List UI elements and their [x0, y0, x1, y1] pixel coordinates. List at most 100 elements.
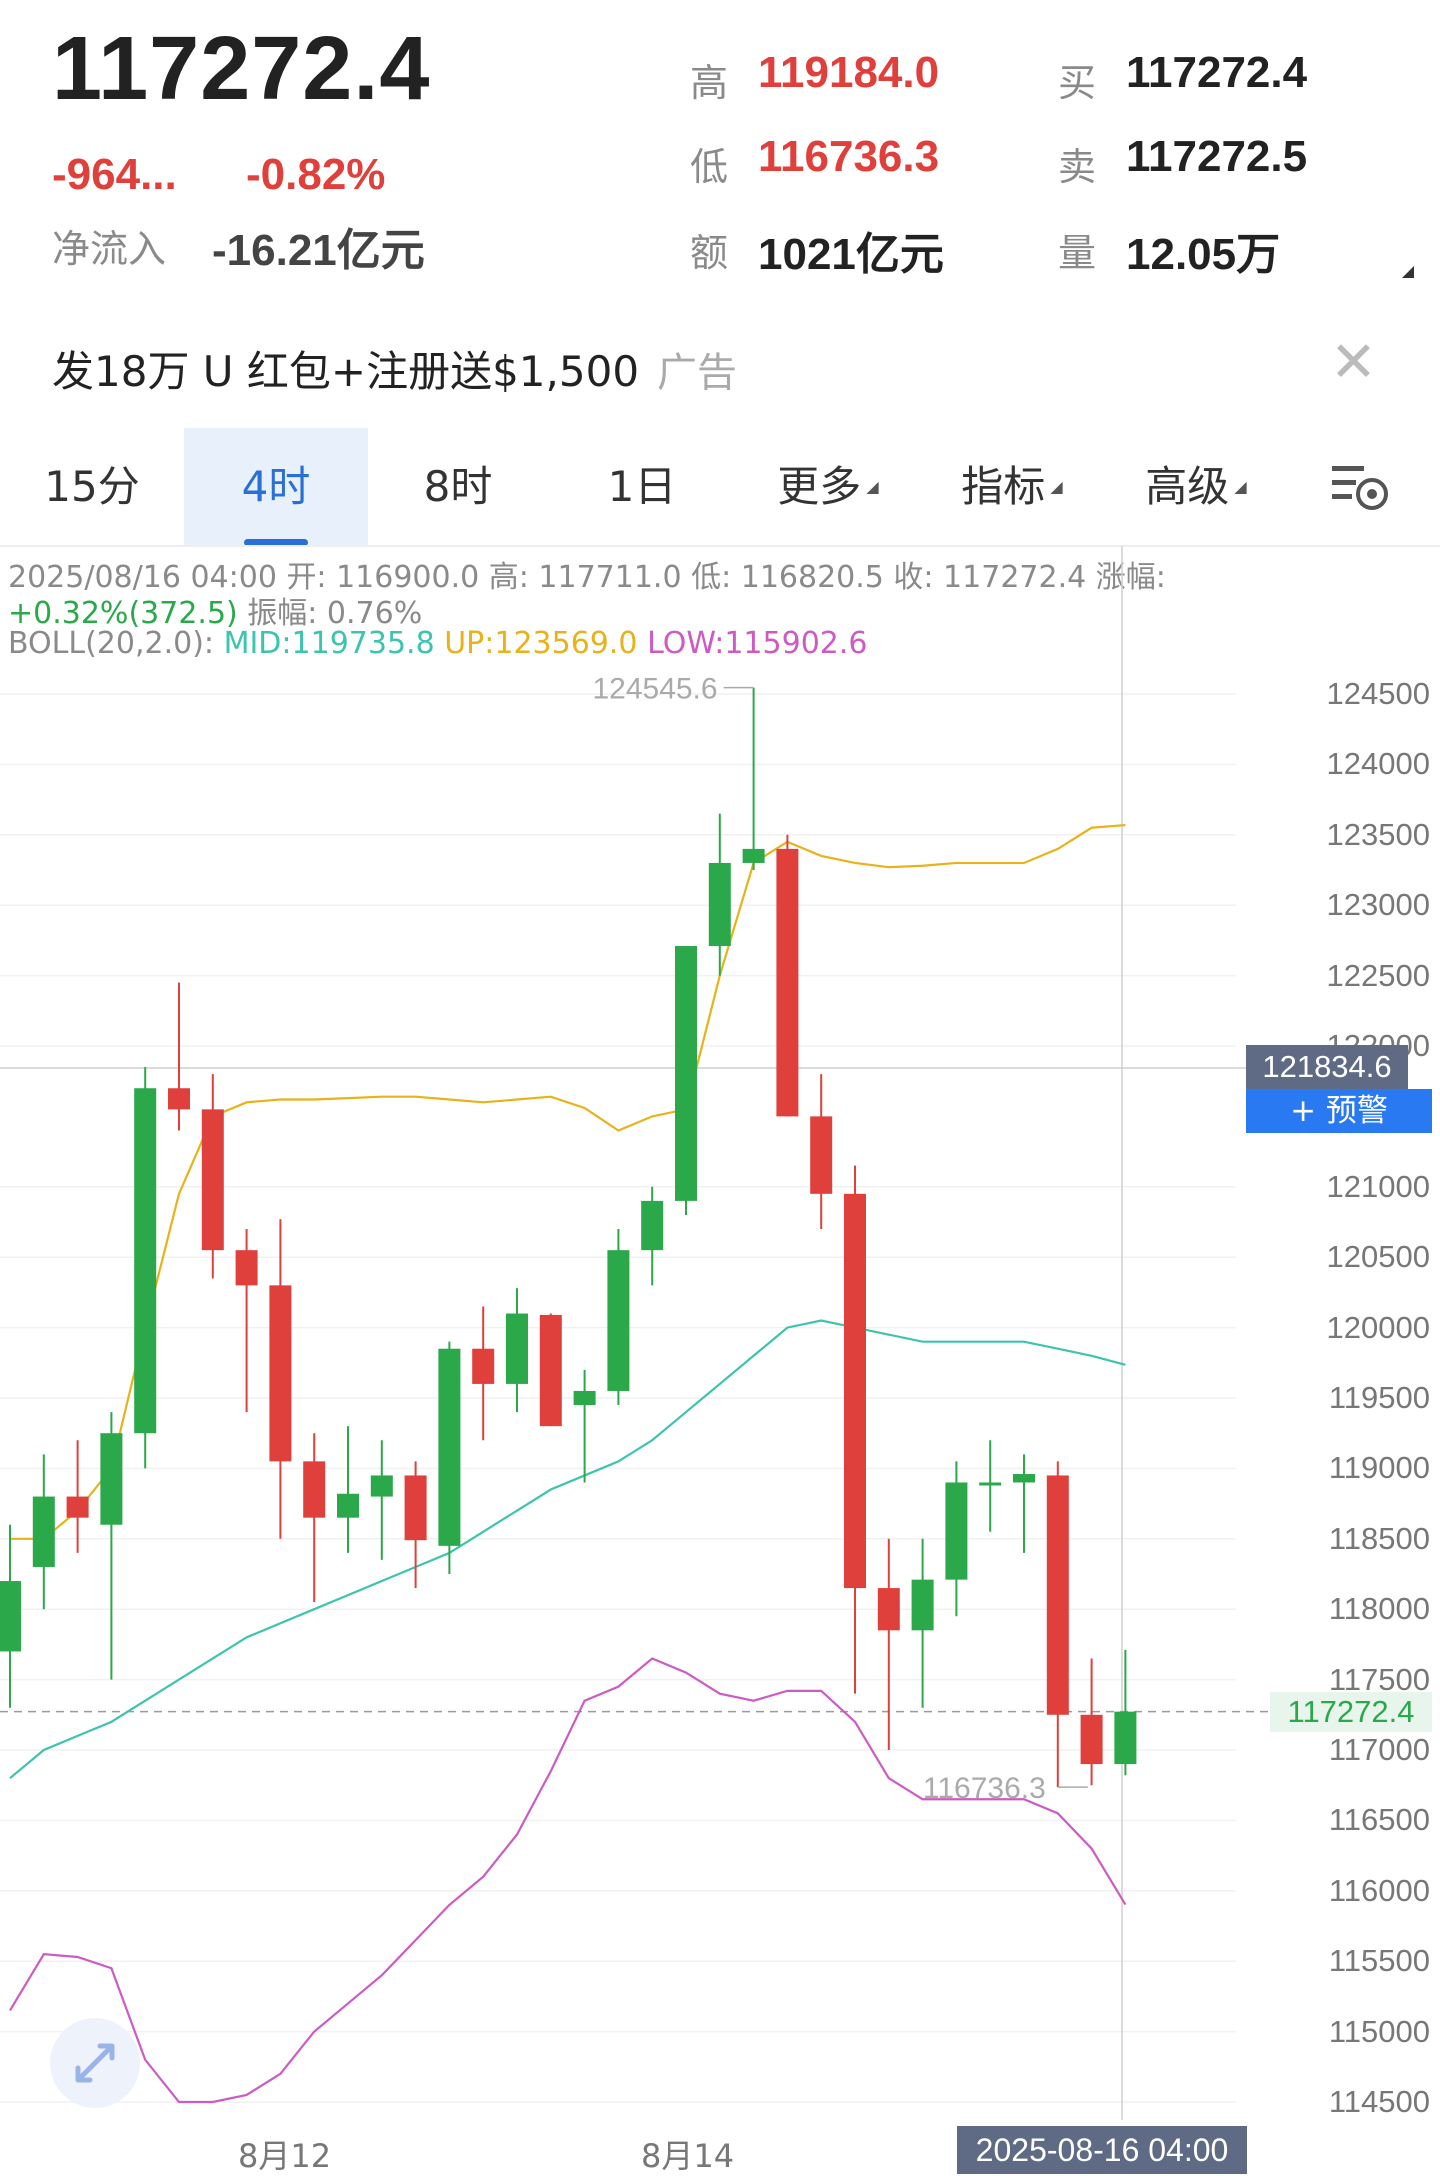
tab-2[interactable]: 8时: [366, 428, 550, 546]
y-tick-label: 119500: [1328, 1380, 1430, 1415]
dropdown-icon: ◢: [861, 477, 879, 496]
tab-label: 15分: [44, 462, 140, 511]
tab-label: 1日: [607, 462, 677, 511]
candle-body: [675, 946, 697, 1201]
candle-body: [201, 1109, 224, 1251]
y-tick-label: 120000: [1326, 1309, 1430, 1345]
ad-tag: 广告: [657, 350, 738, 396]
y-tick-label: 118000: [1328, 1591, 1430, 1627]
last-price: 117272.4: [52, 19, 431, 119]
candle-body: [66, 1496, 89, 1518]
candle-body: [438, 1348, 461, 1546]
y-tick-label: 121000: [1326, 1168, 1430, 1204]
stat-label: 买: [1058, 61, 1097, 105]
candle-body: [1013, 1474, 1035, 1483]
min-price-label: 116736.3: [923, 1772, 1046, 1805]
boll-mid-line: [9, 1319, 1126, 1780]
price-change-pct: -0.82%: [246, 150, 386, 199]
tab-label: 更多: [777, 462, 862, 511]
y-tick-label: 114500: [1328, 2084, 1430, 2119]
tab-1[interactable]: 4时: [184, 428, 368, 546]
stat-value: 116736.3: [758, 132, 940, 181]
candle-body: [641, 1200, 664, 1251]
candle-body: [1114, 1711, 1137, 1765]
stat-value: 117272.5: [1126, 132, 1308, 181]
boll-label: BOLL(20,2.0):: [8, 626, 224, 661]
candle-body: [877, 1588, 900, 1631]
stat-value: 117272.4: [1126, 48, 1308, 97]
y-tick-label: 117000: [1328, 1732, 1430, 1767]
y-tick-label: 120500: [1326, 1239, 1430, 1275]
y-tick-label: 117500: [1328, 1661, 1430, 1697]
tab-5[interactable]: 指标 ◢: [920, 428, 1104, 546]
stat-label: 卖: [1058, 145, 1097, 189]
candle-body: [607, 1250, 630, 1391]
ad-text: 发18万 U 红包+注册送$1,500: [52, 347, 640, 396]
tab-6[interactable]: 高级 ◢: [1104, 428, 1288, 546]
candle-body: [539, 1314, 562, 1427]
tab-label: 指标: [961, 462, 1046, 511]
candle-body: [168, 1088, 190, 1110]
dropdown-icon: ◢: [1229, 477, 1247, 496]
close-icon[interactable]: ✕: [1330, 330, 1377, 395]
tab-0[interactable]: 15分: [0, 428, 184, 546]
y-tick-label: 115000: [1328, 2013, 1430, 2049]
candle-body: [945, 1482, 968, 1580]
ad-banner[interactable]: 发18万 U 红包+注册送$1,500 广告: [52, 338, 737, 399]
y-tick-label: 123500: [1326, 816, 1430, 852]
boll-info: BOLL(20,2.0): MID:119735.8 UP:123569.0 L…: [8, 626, 868, 661]
stat-label: 高: [690, 61, 729, 105]
tab-3[interactable]: 1日: [550, 428, 734, 546]
max-price-label: 124545.6: [592, 673, 717, 706]
stat-label: 量: [1058, 231, 1097, 275]
tab-4[interactable]: 更多 ◢: [736, 428, 920, 546]
tab-label: 高级: [1145, 462, 1230, 511]
expand-corner-icon[interactable]: [1402, 266, 1414, 278]
candle-body: [708, 862, 731, 947]
candle-body: [742, 848, 765, 863]
x-label-aug12: 8月12: [238, 2137, 332, 2175]
candle-body: [32, 1496, 55, 1567]
candle-body: [911, 1579, 934, 1631]
y-tick-label: 118500: [1328, 1520, 1430, 1556]
change-pct-info: +0.32%(372.5): [8, 596, 238, 631]
candle-body: [235, 1250, 258, 1286]
stat-label: 低: [690, 145, 729, 189]
x-label-aug14: 8月14: [641, 2137, 735, 2175]
y-tick-label: 116000: [1328, 1872, 1430, 1908]
y-tick-label: 122500: [1326, 957, 1430, 993]
candle-body: [134, 1088, 157, 1434]
candle-body: [0, 1581, 21, 1652]
chart-settings-icon[interactable]: [1330, 462, 1392, 514]
candle-body: [573, 1390, 596, 1406]
y-tick-label: 124000: [1326, 746, 1430, 782]
candle-body: [506, 1313, 528, 1384]
candle-body: [810, 1116, 833, 1194]
boll-mid: MID:119735.8: [223, 626, 435, 661]
stat-value: 119184.0: [758, 48, 940, 97]
boll-lower-line: [9, 1657, 1127, 2104]
candle-body: [472, 1348, 495, 1384]
candle-body: [269, 1285, 292, 1462]
amplitude-info: 振幅: 0.76%: [237, 596, 423, 631]
stat-value: 1021亿元: [758, 230, 944, 279]
candle-body: [776, 848, 799, 1117]
candle-body: [337, 1493, 359, 1518]
crosshair-time-tag: 2025-08-16 04:00: [957, 2126, 1247, 2174]
timeframe-tabs: 15分 4时 8时 1日 更多 ◢ 指标 ◢ 高级 ◢: [0, 428, 1440, 546]
boll-low: LOW:115902.6: [647, 626, 868, 661]
change-info: +0.32%(372.5) 振幅: 0.76%: [8, 588, 422, 632]
candle-body: [1046, 1475, 1069, 1715]
boll-upper-line: [10, 823, 1126, 1540]
add-alert-button[interactable]: + 预警: [1246, 1089, 1432, 1133]
fullscreen-button[interactable]: [50, 2018, 140, 2108]
y-tick-label: 124500: [1326, 676, 1430, 711]
net-inflow-label: 净流入: [52, 227, 167, 271]
tab-label: 4时: [241, 462, 311, 511]
y-tick-label: 115500: [1328, 1943, 1430, 1979]
current-price-tag: 117272.4: [1270, 1692, 1432, 1732]
expand-icon: [75, 2043, 115, 2083]
stat-value: 12.05万: [1126, 230, 1281, 279]
candle-body: [370, 1475, 393, 1497]
